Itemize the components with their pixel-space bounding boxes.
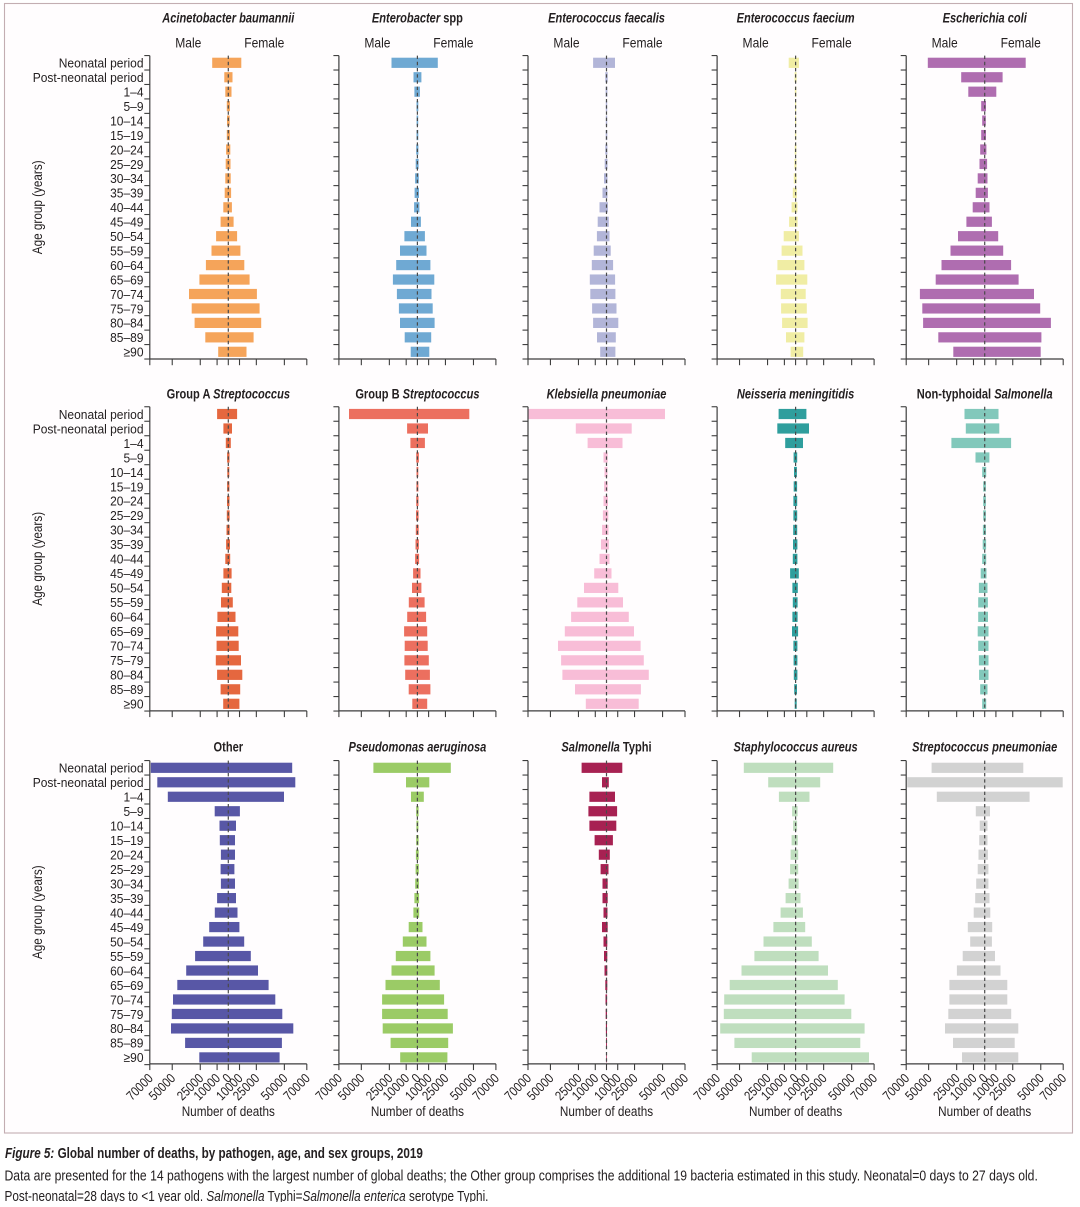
svg-text:20–24: 20–24 xyxy=(110,848,143,863)
svg-text:Salmonella Typhi: Salmonella Typhi xyxy=(561,738,651,755)
svg-text:Pseudomonas aeruginosa: Pseudomonas aeruginosa xyxy=(349,738,487,755)
svg-text:55–59: 55–59 xyxy=(110,949,143,964)
svg-text:Figure 5: Global number of dea: Figure 5: Global number of deaths, by pa… xyxy=(5,1145,423,1162)
svg-text:Post-neonatal period: Post-neonatal period xyxy=(33,71,144,86)
svg-text:70–74: 70–74 xyxy=(110,287,143,302)
svg-text:Escherichia coli: Escherichia coli xyxy=(943,9,1028,26)
svg-text:40–44: 40–44 xyxy=(110,906,143,921)
svg-text:≥90: ≥90 xyxy=(124,1051,144,1066)
svg-text:40–44: 40–44 xyxy=(110,552,143,567)
svg-text:10–14: 10–14 xyxy=(110,465,143,480)
svg-text:75–79: 75–79 xyxy=(110,302,143,317)
svg-text:80–84: 80–84 xyxy=(110,316,143,331)
svg-text:25–29: 25–29 xyxy=(110,862,143,877)
svg-text:65–69: 65–69 xyxy=(110,978,143,993)
svg-text:Klebsiella pneumoniae: Klebsiella pneumoniae xyxy=(547,385,667,402)
svg-text:Age group (years): Age group (years) xyxy=(29,160,45,254)
svg-text:Neonatal period: Neonatal period xyxy=(59,56,144,71)
svg-text:85–89: 85–89 xyxy=(110,331,143,346)
svg-text:40–44: 40–44 xyxy=(110,201,143,216)
svg-text:55–59: 55–59 xyxy=(110,244,143,259)
svg-text:50–54: 50–54 xyxy=(110,581,143,596)
svg-text:Number of deaths: Number of deaths xyxy=(371,1103,464,1119)
svg-text:Non-typhoidal Salmonella: Non-typhoidal Salmonella xyxy=(917,385,1053,402)
svg-text:70–74: 70–74 xyxy=(110,639,143,654)
svg-text:Group A Streptococcus: Group A Streptococcus xyxy=(167,385,290,402)
svg-text:60–64: 60–64 xyxy=(110,964,143,979)
svg-text:65–69: 65–69 xyxy=(110,625,143,640)
svg-text:Female: Female xyxy=(433,35,473,51)
svg-text:30–34: 30–34 xyxy=(110,172,143,187)
svg-text:Male: Male xyxy=(932,35,958,51)
svg-text:Number of deaths: Number of deaths xyxy=(182,1103,275,1119)
svg-text:85–89: 85–89 xyxy=(110,683,143,698)
svg-text:15–19: 15–19 xyxy=(110,833,143,848)
svg-text:10–14: 10–14 xyxy=(110,114,143,129)
svg-text:55–59: 55–59 xyxy=(110,596,143,611)
svg-text:Staphylococcus aureus: Staphylococcus aureus xyxy=(733,738,857,755)
svg-text:80–84: 80–84 xyxy=(110,1022,143,1037)
svg-text:1–4: 1–4 xyxy=(123,790,143,805)
svg-text:35–39: 35–39 xyxy=(110,891,143,906)
svg-text:Male: Male xyxy=(175,35,201,51)
svg-text:85–89: 85–89 xyxy=(110,1036,143,1051)
svg-text:Male: Male xyxy=(743,35,769,51)
svg-text:25–29: 25–29 xyxy=(110,509,143,524)
svg-text:Number of deaths: Number of deaths xyxy=(560,1103,653,1119)
svg-text:10–14: 10–14 xyxy=(110,819,143,834)
svg-text:30–34: 30–34 xyxy=(110,877,143,892)
svg-text:Number of deaths: Number of deaths xyxy=(749,1103,842,1119)
svg-text:Male: Male xyxy=(553,35,579,51)
svg-text:Number of deaths: Number of deaths xyxy=(938,1103,1031,1119)
svg-text:50–54: 50–54 xyxy=(110,935,143,950)
svg-text:5–9: 5–9 xyxy=(123,99,143,114)
svg-text:Female: Female xyxy=(1001,35,1041,51)
svg-text:Enterococcus faecalis: Enterococcus faecalis xyxy=(548,9,665,26)
svg-text:Post-neonatal period: Post-neonatal period xyxy=(33,422,144,437)
svg-text:75–79: 75–79 xyxy=(110,654,143,669)
svg-text:Male: Male xyxy=(364,35,390,51)
svg-text:70–74: 70–74 xyxy=(110,993,143,1008)
svg-text:45–49: 45–49 xyxy=(110,215,143,230)
svg-text:Data are presented for the 14: Data are presented for the 14 pathogens … xyxy=(5,1167,1038,1183)
svg-text:Acinetobacter baumannii: Acinetobacter baumannii xyxy=(161,9,294,26)
svg-text:Group B Streptococcus: Group B Streptococcus xyxy=(355,385,479,402)
svg-text:60–64: 60–64 xyxy=(110,258,143,273)
svg-text:5–9: 5–9 xyxy=(123,805,143,820)
svg-text:35–39: 35–39 xyxy=(110,186,143,201)
svg-text:75–79: 75–79 xyxy=(110,1007,143,1022)
svg-text:65–69: 65–69 xyxy=(110,273,143,288)
svg-text:Other: Other xyxy=(214,738,244,755)
svg-text:Streptococcus pneumoniae: Streptococcus pneumoniae xyxy=(912,738,1057,755)
svg-text:Enterobacter spp: Enterobacter spp xyxy=(372,9,463,26)
svg-text:Neonatal period: Neonatal period xyxy=(59,407,144,422)
svg-text:25–29: 25–29 xyxy=(110,157,143,172)
svg-text:1–4: 1–4 xyxy=(123,85,143,100)
svg-text:Female: Female xyxy=(812,35,852,51)
svg-text:35–39: 35–39 xyxy=(110,538,143,553)
svg-text:20–24: 20–24 xyxy=(110,494,143,509)
svg-text:5–9: 5–9 xyxy=(123,451,143,466)
svg-text:Female: Female xyxy=(244,35,284,51)
svg-text:Neonatal period: Neonatal period xyxy=(59,761,144,776)
svg-text:30–34: 30–34 xyxy=(110,523,143,538)
svg-text:Enterococcus faecium: Enterococcus faecium xyxy=(737,9,855,26)
svg-text:Neisseria meningitidis: Neisseria meningitidis xyxy=(737,385,854,402)
svg-text:50–54: 50–54 xyxy=(110,229,143,244)
svg-text:20–24: 20–24 xyxy=(110,143,143,158)
svg-text:80–84: 80–84 xyxy=(110,668,143,683)
svg-text:45–49: 45–49 xyxy=(110,920,143,935)
svg-text:60–64: 60–64 xyxy=(110,610,143,625)
svg-text:Age group (years): Age group (years) xyxy=(29,512,45,606)
svg-text:Post-neonatal=28 days to <1 ye: Post-neonatal=28 days to <1 year old. Sa… xyxy=(5,1188,489,1202)
svg-text:Age group (years): Age group (years) xyxy=(29,865,45,959)
svg-text:Post-neonatal period: Post-neonatal period xyxy=(33,776,144,791)
svg-text:1–4: 1–4 xyxy=(123,436,143,451)
svg-text:≥90: ≥90 xyxy=(124,345,144,360)
svg-text:15–19: 15–19 xyxy=(110,480,143,495)
svg-text:≥90: ≥90 xyxy=(124,697,144,712)
svg-text:45–49: 45–49 xyxy=(110,567,143,582)
svg-text:15–19: 15–19 xyxy=(110,128,143,143)
svg-text:Female: Female xyxy=(622,35,662,51)
